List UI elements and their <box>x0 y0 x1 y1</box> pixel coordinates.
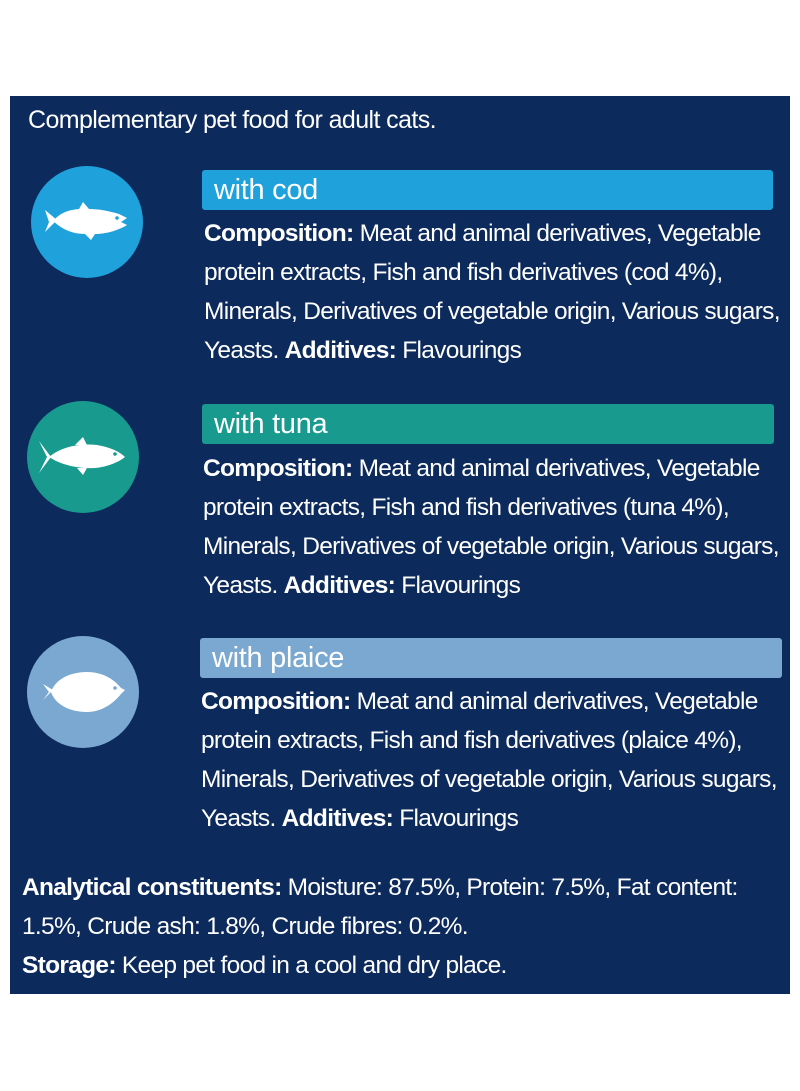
additives-text: Flavourings <box>401 572 521 599</box>
analytical-storage-info: Analytical constituents: Moisture: 87.5%… <box>22 868 786 985</box>
analytical-label: Analytical constituents: <box>22 874 282 901</box>
composition-label: Composition: <box>203 455 353 482</box>
additives-label: Additives: <box>281 805 394 832</box>
additives-text: Flavourings <box>402 337 522 364</box>
composition-label: Composition: <box>204 220 354 247</box>
analytical-text: Moisture: 87.5%, Protein: 7.5%, Fat cont… <box>22 874 738 940</box>
storage-label: Storage: <box>22 952 116 979</box>
composition-text: Meat and animal derivatives, Vegetable p… <box>204 220 781 364</box>
variant-cod-header: with cod <box>202 170 773 210</box>
composition-text: Meat and animal derivatives, Vegetable p… <box>203 455 780 599</box>
plaice-fish-icon <box>27 636 139 748</box>
variant-plaice-composition: Composition: Meat and animal derivatives… <box>201 682 791 838</box>
variant-cod-composition: Composition: Meat and animal derivatives… <box>204 214 786 370</box>
variant-tuna-header: with tuna <box>202 404 774 444</box>
additives-label: Additives: <box>283 572 396 599</box>
analytical-constituents: Analytical constituents: Moisture: 87.5%… <box>22 868 786 946</box>
label-panel: Complementary pet food for adult cats. w… <box>10 96 790 994</box>
storage-info: Storage: Keep pet food in a cool and dry… <box>22 946 786 985</box>
composition-label: Composition: <box>201 688 351 715</box>
tuna-fish-icon <box>27 401 139 513</box>
additives-label: Additives: <box>284 337 397 364</box>
storage-text: Keep pet food in a cool and dry place. <box>121 952 507 979</box>
cod-fish-icon <box>31 166 143 278</box>
additives-text: Flavourings <box>399 805 519 832</box>
variant-plaice-header: with plaice <box>200 638 782 678</box>
variant-tuna-composition: Composition: Meat and animal derivatives… <box>203 449 785 605</box>
composition-text: Meat and animal derivatives, Vegetable p… <box>201 688 778 832</box>
intro-text: Complementary pet food for adult cats. <box>28 106 437 134</box>
